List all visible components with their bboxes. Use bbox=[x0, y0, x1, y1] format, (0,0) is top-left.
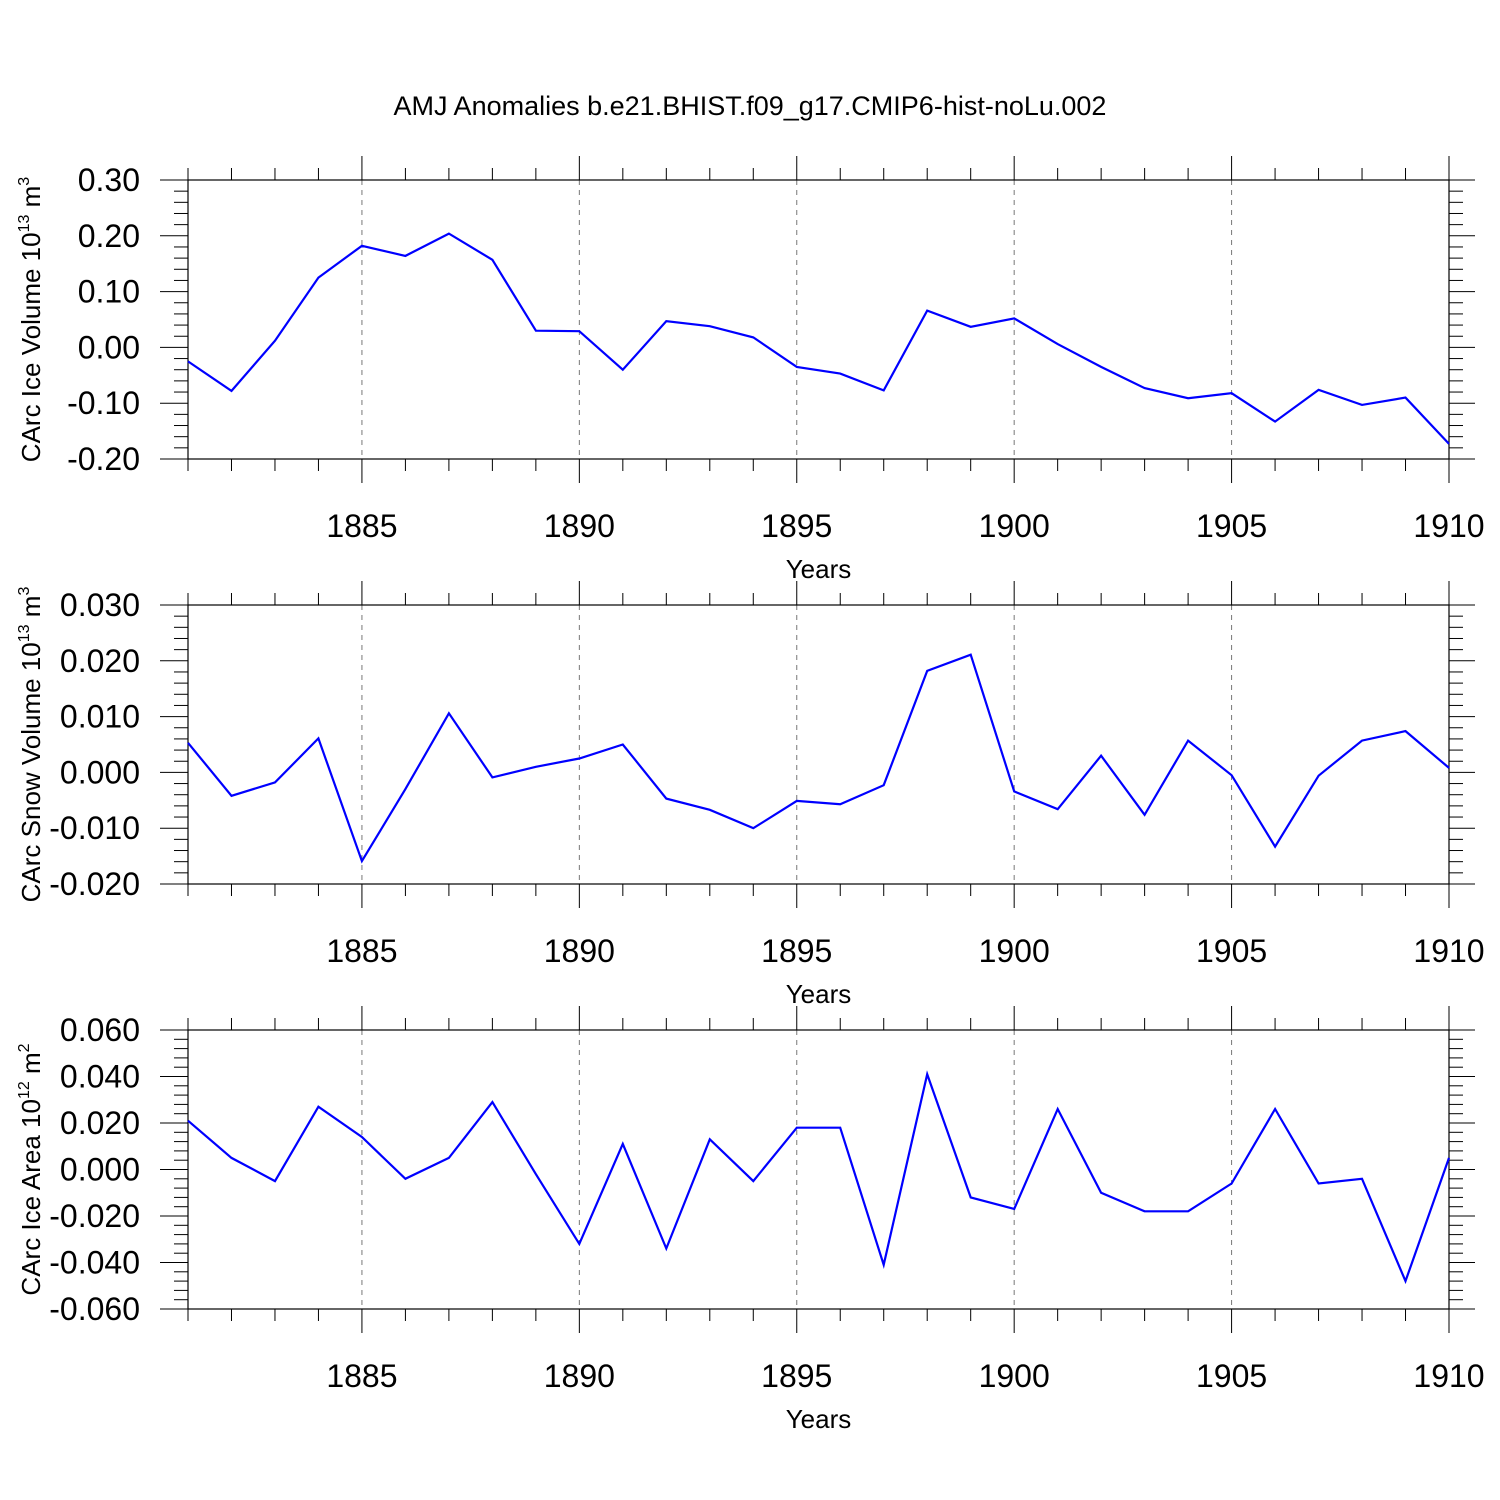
plot-frame bbox=[187, 604, 1450, 885]
y-axis-label: CArc Snow Volume 1013 m3 bbox=[16, 587, 46, 903]
x-tick-label: 1885 bbox=[326, 508, 397, 544]
panel-3: 0.060 0.040 0.020 0.000 -0.020 -0.040 -0.060 18… bbox=[16, 1006, 1485, 1434]
plot-frame bbox=[187, 1029, 1450, 1310]
x-tick-label: 1900 bbox=[979, 508, 1050, 544]
y-tick-label: -0.010 bbox=[49, 810, 140, 846]
x-tick-label: 1895 bbox=[761, 933, 832, 969]
y-tick-label: 0.20 bbox=[78, 218, 140, 254]
y-tick-label: 0.040 bbox=[60, 1059, 140, 1095]
x-tick-label: 1900 bbox=[979, 933, 1050, 969]
y-tick-label: -0.020 bbox=[49, 1198, 140, 1234]
y-tick-label: -0.10 bbox=[67, 385, 140, 421]
y-tick-label: 0.020 bbox=[60, 1105, 140, 1141]
x-tick-label: 1910 bbox=[1413, 1358, 1484, 1394]
chart-title: AMJ Anomalies b.e21.BHIST.f09_g17.CMIP6-… bbox=[394, 91, 1107, 121]
x-tick-label: 1905 bbox=[1196, 1358, 1267, 1394]
y-tick-label: 0.10 bbox=[78, 274, 140, 310]
y-tick-label: -0.060 bbox=[49, 1291, 140, 1327]
x-tick-label: 1890 bbox=[544, 508, 615, 544]
y-tick-label: 0.000 bbox=[60, 1152, 140, 1188]
y-tick-label: -0.20 bbox=[67, 441, 140, 477]
x-axis-label: Years bbox=[786, 554, 852, 584]
x-axis-label: Years bbox=[786, 1404, 852, 1434]
series-line bbox=[187, 653, 1450, 864]
plot-frame bbox=[187, 179, 1450, 460]
x-tick-label: 1885 bbox=[326, 933, 397, 969]
y-axis-label: CArc Ice Area 1012 m2 bbox=[16, 1043, 46, 1295]
y-tick-label: 0.030 bbox=[60, 587, 140, 623]
x-tick-label: 1895 bbox=[761, 508, 832, 544]
y-tick-label: 0.00 bbox=[78, 329, 140, 365]
x-tick-label: 1910 bbox=[1413, 933, 1484, 969]
x-tick-label: 1885 bbox=[326, 1358, 397, 1394]
panel-2: 0.030 0.020 0.010 0.000 -0.010 -0.020 1885 1890… bbox=[16, 581, 1485, 1009]
y-tick-label: -0.020 bbox=[49, 866, 140, 902]
x-axis-label: Years bbox=[786, 979, 852, 1009]
x-tick-label: 1905 bbox=[1196, 933, 1267, 969]
y-tick-label: 0.000 bbox=[60, 754, 140, 790]
series-line bbox=[187, 1070, 1451, 1285]
panel-1: 0.30 0.20 0.10 0.00 -0.10 -0.20 1885 1890 1895 19… bbox=[16, 156, 1485, 584]
x-tick-label: 1900 bbox=[979, 1358, 1050, 1394]
y-tick-label: 0.30 bbox=[78, 162, 140, 198]
x-tick-label: 1890 bbox=[544, 1358, 615, 1394]
y-tick-label: -0.040 bbox=[49, 1245, 140, 1281]
x-tick-label: 1905 bbox=[1196, 508, 1267, 544]
x-tick-label: 1910 bbox=[1413, 508, 1484, 544]
y-tick-label: 0.060 bbox=[60, 1012, 140, 1048]
x-tick-label: 1890 bbox=[544, 933, 615, 969]
y-axis-label: CArc Ice Volume 1013 m3 bbox=[16, 177, 46, 462]
y-tick-label: 0.010 bbox=[60, 699, 140, 735]
x-tick-label: 1895 bbox=[761, 1358, 832, 1394]
series-line bbox=[187, 232, 1450, 445]
y-tick-label: 0.020 bbox=[60, 643, 140, 679]
